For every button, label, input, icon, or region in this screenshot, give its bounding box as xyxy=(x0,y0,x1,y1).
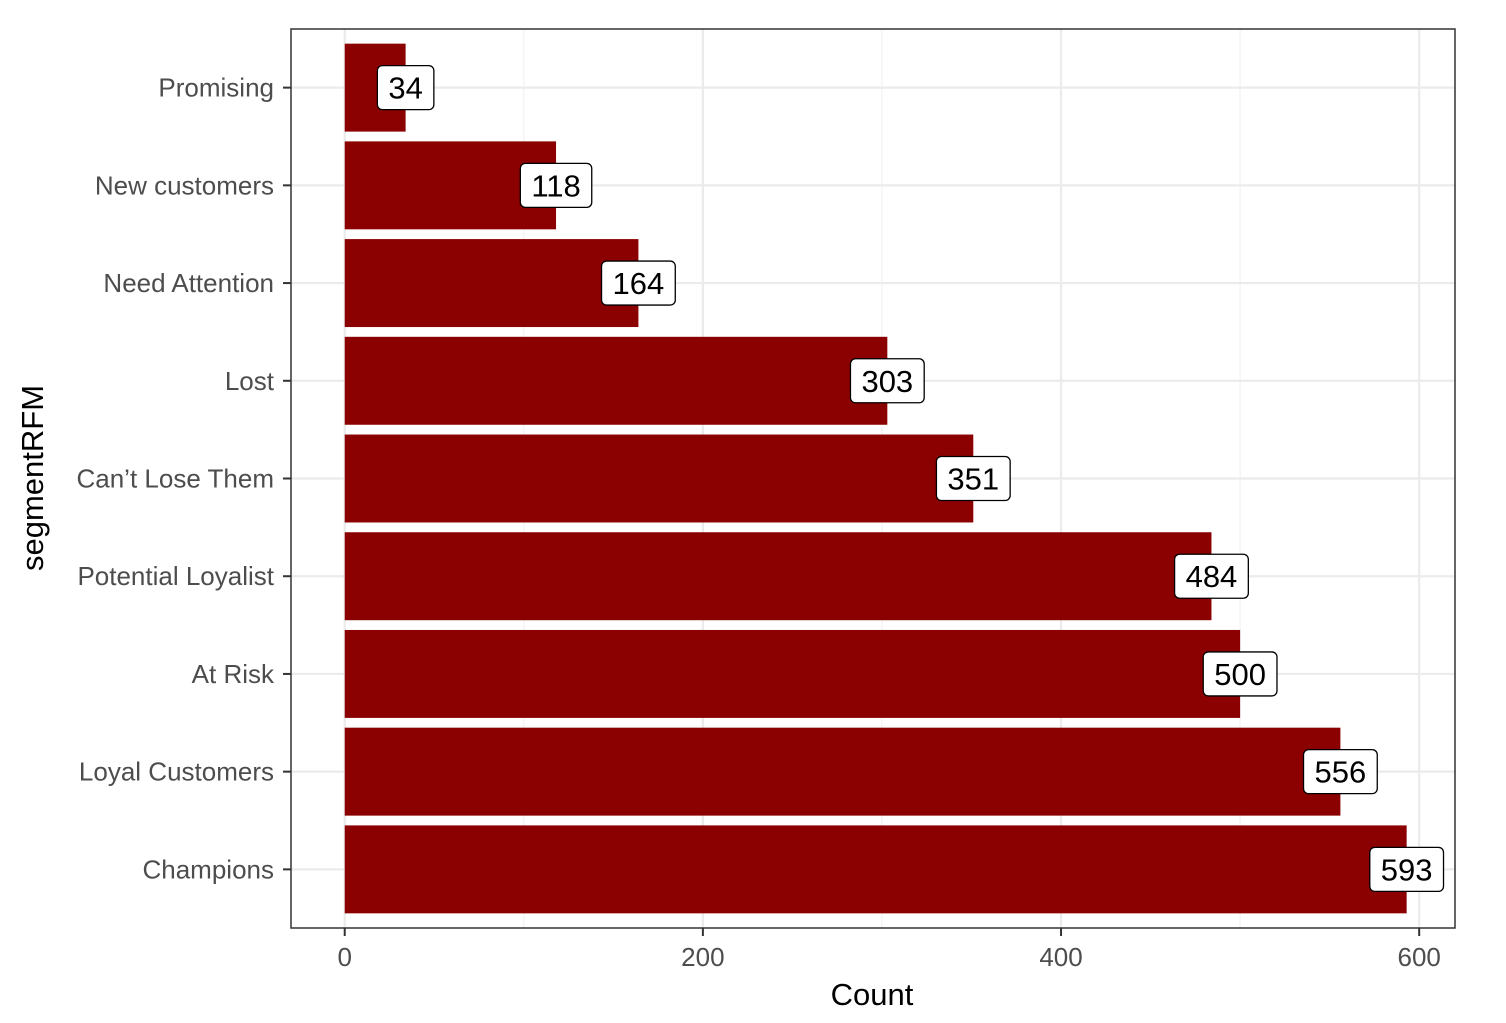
bar xyxy=(344,532,1212,621)
y-tick-label: Promising xyxy=(158,73,274,103)
data-label-box xyxy=(1302,749,1378,795)
data-label-box xyxy=(519,162,593,208)
data-label: 500 xyxy=(1202,651,1278,697)
data-label-text: 500 xyxy=(1214,657,1266,692)
data-label: 164 xyxy=(600,260,676,306)
data-label: 303 xyxy=(849,358,925,404)
data-label: 556 xyxy=(1302,749,1378,795)
data-label: 34 xyxy=(376,64,435,111)
y-tick-label: Can’t Lose Them xyxy=(76,464,274,494)
y-tick-label: At Risk xyxy=(192,659,275,689)
data-label-box xyxy=(600,260,676,306)
data-label-text: 556 xyxy=(1315,755,1367,790)
x-axis: 0 200 400 600 xyxy=(337,928,1441,972)
bar xyxy=(344,434,974,523)
x-tick-label: 0 xyxy=(337,942,351,972)
x-axis-title: Count xyxy=(831,977,914,1012)
data-label-box xyxy=(1202,651,1278,697)
data-label-text: 593 xyxy=(1381,852,1433,887)
bar xyxy=(344,727,1341,816)
data-label-text: 164 xyxy=(613,266,665,301)
data-label-box xyxy=(935,455,1011,502)
data-label-box xyxy=(376,64,435,111)
data-label-box xyxy=(1369,846,1445,893)
y-axis-title: segmentRFM xyxy=(15,385,50,571)
data-label: 484 xyxy=(1173,553,1249,599)
y-tick-label: Loyal Customers xyxy=(79,757,274,787)
x-tick-label: 600 xyxy=(1397,942,1440,972)
y-tick-label: New customers xyxy=(95,170,274,200)
data-label-text: 118 xyxy=(531,168,580,203)
x-tick-label: 200 xyxy=(681,942,724,972)
bar xyxy=(344,336,888,425)
data-label-box xyxy=(1173,553,1249,599)
bar xyxy=(344,629,1241,718)
y-tick-label: Champions xyxy=(142,854,274,884)
data-label-text: 303 xyxy=(861,364,913,399)
data-label: 593 xyxy=(1369,846,1445,893)
y-tick-label: Lost xyxy=(225,366,275,396)
data-label-text: 484 xyxy=(1186,559,1238,594)
y-axis: Promising New customers Need Attention Lost… xyxy=(76,73,291,884)
data-label-box xyxy=(849,358,925,404)
data-label: 351 xyxy=(935,455,1011,502)
y-tick-label: Potential Loyalist xyxy=(77,561,274,591)
bar xyxy=(344,239,639,328)
bar xyxy=(344,825,1407,914)
data-labels: 34 118 164 303 351 484 500 556 593 xyxy=(376,64,1445,893)
data-label: 118 xyxy=(519,162,593,208)
y-tick-label: Need Attention xyxy=(103,268,274,298)
data-label-text: 351 xyxy=(947,462,999,497)
data-label-text: 34 xyxy=(388,71,422,106)
x-tick-label: 400 xyxy=(1039,942,1082,972)
